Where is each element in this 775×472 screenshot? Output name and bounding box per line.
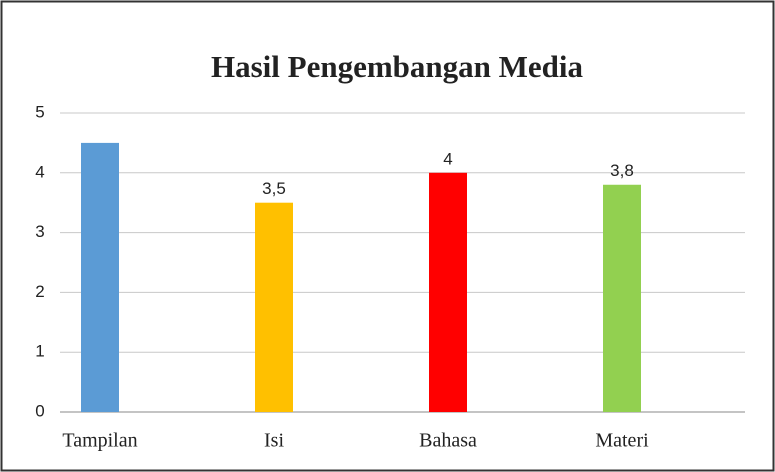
bar	[255, 202, 293, 412]
y-tick-label: 1	[35, 342, 44, 361]
bar	[603, 184, 641, 412]
y-tick-label: 5	[35, 102, 44, 121]
x-tick-label: Bahasa	[419, 430, 477, 452]
data-label: 3,5	[262, 179, 286, 198]
data-label: 4	[443, 149, 452, 168]
x-tick-label: Tampilan	[62, 430, 137, 452]
y-tick-label: 3	[35, 222, 44, 241]
y-tick-label: 2	[35, 282, 44, 301]
y-tick-label: 4	[35, 162, 44, 181]
y-tick-label: 0	[35, 401, 44, 420]
x-tick-label: Materi	[595, 430, 649, 452]
bar	[429, 172, 467, 412]
x-tick-label: Isi	[264, 430, 284, 452]
chart-title: Hasil Pengembangan Media	[211, 49, 584, 84]
data-label: 3,8	[610, 161, 634, 180]
bar	[81, 142, 119, 412]
